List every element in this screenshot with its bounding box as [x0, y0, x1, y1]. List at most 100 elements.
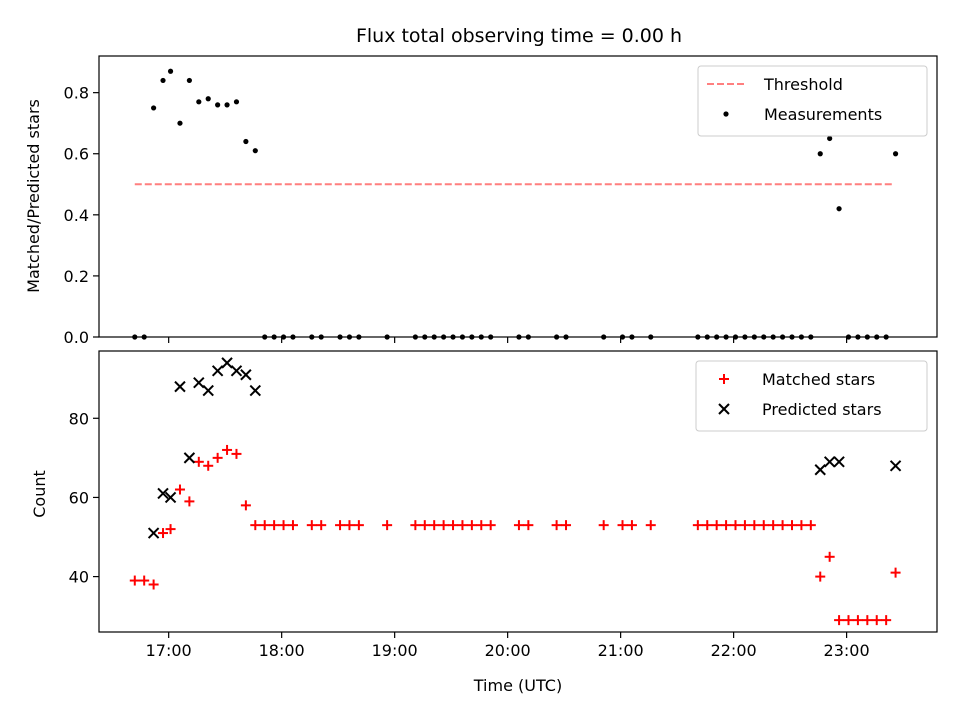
x-tick-label: 19:00 [372, 641, 418, 660]
matched-stars-point [645, 520, 656, 531]
matched-stars-point [523, 520, 534, 531]
matched-stars-point [824, 551, 835, 562]
matched-stars-point [852, 615, 863, 626]
matched-stars-point [306, 520, 317, 531]
measurements-point [817, 151, 823, 157]
measurements-point [337, 334, 343, 340]
measurements-point [714, 334, 720, 340]
matched-stars-point [626, 520, 637, 531]
x-b [164, 491, 177, 504]
predicted-stars-point [193, 376, 205, 389]
matched-stars-point [335, 520, 346, 531]
x-b [157, 487, 169, 500]
matched-stars-point [768, 520, 779, 531]
measurements-point [243, 138, 249, 145]
x-axis-label: Time (UTC) [473, 676, 562, 695]
matched-stars-point [139, 575, 150, 586]
measurements-point [742, 334, 748, 340]
matched-stars-point [561, 520, 572, 531]
x-b [211, 365, 224, 377]
predicted-stars-point [240, 369, 252, 381]
measurements-point [892, 151, 899, 157]
measurements-point [883, 334, 889, 340]
top-chart-title: Flux total observing time = 0.00 h [356, 25, 682, 47]
measurements-point [215, 102, 221, 108]
measurements-point [845, 334, 852, 340]
x-b [240, 369, 252, 381]
matched-stars-point [702, 520, 713, 531]
top-legend: Threshold Measurements [697, 65, 928, 137]
matched-stars-point [739, 520, 750, 531]
legend-predicted-stars-label: Predicted stars [762, 400, 882, 419]
matched-stars-point [758, 520, 769, 531]
legend-measurements-label: Measurements [764, 105, 882, 124]
matched-stars-point [692, 520, 703, 531]
measurements-point [186, 77, 192, 84]
measurements-point [233, 99, 240, 105]
measurements-point [695, 334, 701, 340]
legend-predicted-stars-swatch [718, 403, 730, 415]
legend-matched-stars-label: Matched stars [762, 370, 875, 389]
matched-stars-point [212, 452, 223, 463]
matched-stars-point [890, 567, 901, 578]
measurements-point [431, 334, 437, 340]
measurements-point [346, 334, 353, 340]
measurements-point [450, 334, 456, 340]
measurements-point [309, 334, 315, 340]
legend-threshold-label: Threshold [763, 75, 843, 94]
bottom-y-tick-label: 60 [69, 488, 89, 507]
measurements-point [789, 334, 795, 340]
predicted-stars-point [889, 460, 902, 472]
top-legend-box [697, 65, 928, 137]
matched-stars-point [862, 615, 873, 626]
matched-stars-point [344, 520, 355, 531]
bottom-y-tick-label: 40 [69, 568, 89, 587]
top-y-tick-label: 0.0 [64, 328, 89, 347]
matched-stars-point [466, 520, 477, 531]
measurements-point [619, 334, 626, 340]
x-b [249, 384, 262, 397]
predicted-stars-point [249, 384, 262, 397]
matched-stars-point [617, 520, 628, 531]
x-b [193, 376, 205, 389]
x-tick-label: 18:00 [259, 641, 305, 660]
matched-stars-point [796, 520, 807, 531]
matched-stars-point [429, 520, 440, 531]
measurements-point [488, 334, 494, 340]
measurements-point [770, 334, 776, 340]
measurements-point [252, 148, 258, 154]
matched-stars-point [749, 520, 760, 531]
matched-stars-point [513, 520, 524, 531]
measurements-point [177, 120, 183, 126]
matched-stars-point [438, 520, 449, 531]
matched-stars-point [457, 520, 468, 531]
x-tick-label: 23:00 [824, 641, 870, 660]
measurements-point [704, 334, 710, 340]
matched-stars-point [476, 520, 487, 531]
matched-stars-point [158, 528, 169, 539]
matched-stars-point [231, 448, 242, 459]
matched-stars-point [730, 520, 741, 531]
measurements-point [874, 334, 880, 340]
measurements-point [290, 334, 296, 340]
matched-stars-point [203, 460, 214, 471]
bottom-legend: Matched stars Predicted stars [695, 360, 928, 432]
predicted-stars-point [174, 380, 186, 393]
matched-stars-point [815, 571, 826, 582]
matched-stars-point [805, 520, 816, 531]
x-tick-label: 22:00 [711, 641, 757, 660]
measurements-point [827, 135, 833, 142]
matched-stars-point [551, 520, 562, 531]
predicted-stars-point [221, 357, 233, 369]
measurements-point [648, 334, 654, 340]
matched-stars-point [193, 456, 204, 467]
matched-stars-point [240, 500, 251, 511]
measurements-point [629, 334, 635, 340]
measurements-point [271, 334, 277, 340]
matched-stars-point [353, 520, 364, 531]
x-b [718, 403, 730, 415]
measurements-point [141, 334, 147, 340]
measurements-point [205, 96, 211, 102]
x-b [230, 365, 243, 377]
